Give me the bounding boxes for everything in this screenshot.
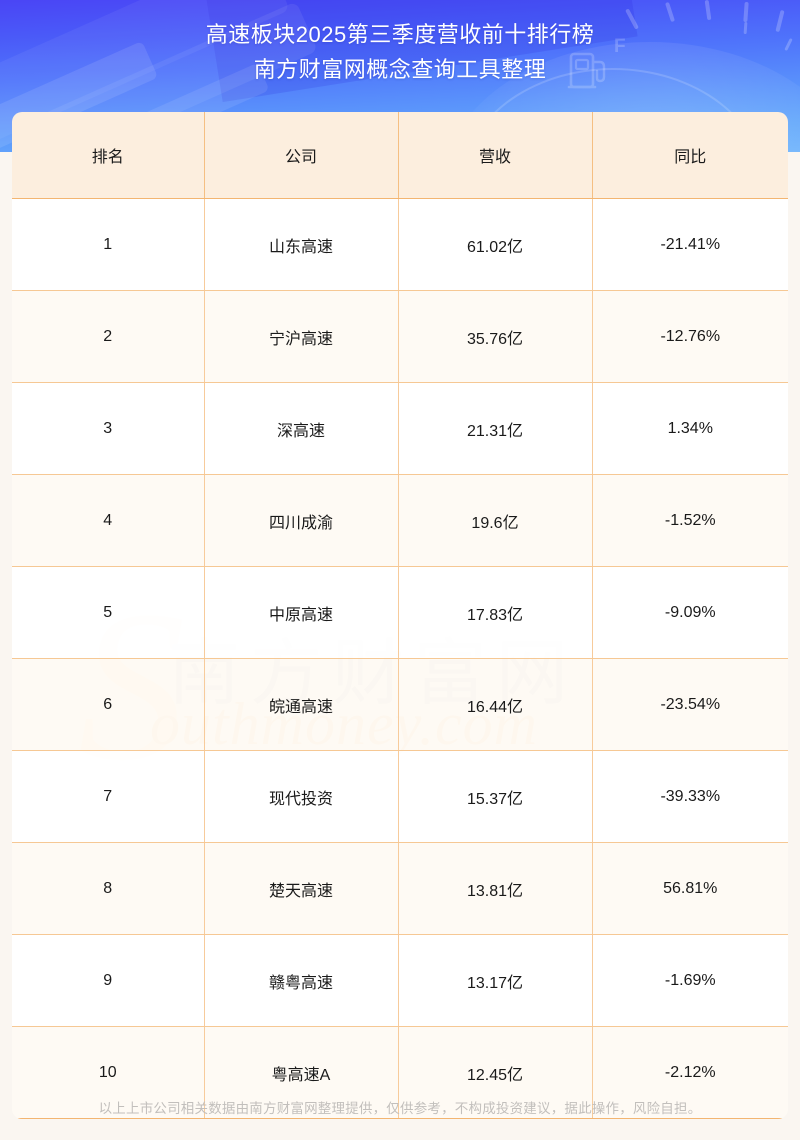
- table-header: 排名 公司 营收 同比: [12, 112, 788, 199]
- table-row[interactable]: 9 赣粤高速 13.17亿 -1.69%: [12, 934, 788, 1027]
- revenue-cell: 61.02亿: [398, 198, 593, 291]
- revenue-cell: 17.83亿: [398, 566, 593, 659]
- table-row[interactable]: 10 粤高速A 12.45亿 -2.12%: [12, 1026, 788, 1119]
- company-cell: 四川成渝: [204, 474, 399, 567]
- revenue-cell: 12.45亿: [398, 1026, 593, 1119]
- yoy-cell: -12.76%: [592, 290, 788, 383]
- revenue-cell: 15.37亿: [398, 750, 593, 843]
- yoy-cell: -39.33%: [592, 750, 788, 843]
- company-cell: 中原高速: [204, 566, 399, 659]
- rank-cell: 10: [12, 1026, 205, 1119]
- yoy-cell: -9.09%: [592, 566, 788, 659]
- table-row[interactable]: 1 山东高速 61.02亿 -21.41%: [12, 198, 788, 291]
- disclaimer-note: 以上上市公司相关数据由南方财富网整理提供，仅供参考，不构成投资建议，据此操作，风…: [98, 1101, 702, 1116]
- banner-title-group: 高速板块2025第三季度营收前十排行榜 南方财富网概念查询工具整理: [0, 0, 800, 83]
- rank-cell: 7: [12, 750, 205, 843]
- company-cell: 山东高速: [204, 198, 399, 291]
- revenue-cell: 16.44亿: [398, 658, 593, 751]
- company-cell: 赣粤高速: [204, 934, 399, 1027]
- company-cell: 宁沪高速: [204, 290, 399, 383]
- yoy-cell: -1.52%: [592, 474, 788, 567]
- column-header-yoy[interactable]: 同比: [592, 112, 788, 199]
- company-cell: 楚天高速: [204, 842, 399, 935]
- column-header-company[interactable]: 公司: [204, 112, 399, 199]
- company-cell: 深高速: [204, 382, 399, 475]
- rank-cell: 9: [12, 934, 205, 1027]
- revenue-cell: 19.6亿: [398, 474, 593, 567]
- yoy-cell: -1.69%: [592, 934, 788, 1027]
- yoy-cell: 1.34%: [592, 382, 788, 475]
- table-header-row: 排名 公司 营收 同比: [12, 112, 788, 199]
- rank-cell: 8: [12, 842, 205, 935]
- yoy-cell: -23.54%: [592, 658, 788, 751]
- revenue-cell: 21.31亿: [398, 382, 593, 475]
- column-header-revenue[interactable]: 营收: [398, 112, 593, 199]
- table-row[interactable]: 2 宁沪高速 35.76亿 -12.76%: [12, 290, 788, 383]
- table-row[interactable]: 4 四川成渝 19.6亿 -1.52%: [12, 474, 788, 567]
- table-row[interactable]: 7 现代投资 15.37亿 -39.33%: [12, 750, 788, 843]
- rank-cell: 4: [12, 474, 205, 567]
- page-subtitle: 南方财富网概念查询工具整理: [253, 56, 547, 82]
- revenue-cell: 35.76亿: [398, 290, 593, 383]
- rank-cell: 1: [12, 198, 205, 291]
- revenue-cell: 13.17亿: [398, 934, 593, 1027]
- revenue-cell: 13.81亿: [398, 842, 593, 935]
- table-row[interactable]: 6 皖通高速 16.44亿 -23.54%: [12, 658, 788, 751]
- page-title: 高速板块2025第三季度营收前十排行榜: [205, 22, 595, 47]
- ranking-table-card: 排名 公司 营收 同比 1 山东高速 61.02亿 -21.41% 2 宁沪高速 35.76…: [12, 112, 788, 1119]
- rank-cell: 2: [12, 290, 205, 383]
- column-header-rank[interactable]: 排名: [12, 112, 205, 199]
- ranking-table: 排名 公司 营收 同比 1 山东高速 61.02亿 -21.41% 2 宁沪高速 35.76…: [12, 112, 788, 1119]
- company-cell: 粤高速A: [204, 1026, 399, 1119]
- rank-cell: 3: [12, 382, 205, 475]
- table-row[interactable]: 8 楚天高速 13.81亿 56.81%: [12, 842, 788, 935]
- rank-cell: 5: [12, 566, 205, 659]
- table-row[interactable]: 3 深高速 21.31亿 1.34%: [12, 382, 788, 475]
- yoy-cell: -2.12%: [592, 1026, 788, 1119]
- yoy-cell: 56.81%: [592, 842, 788, 935]
- rank-cell: 6: [12, 658, 205, 751]
- table-body: 1 山东高速 61.02亿 -21.41% 2 宁沪高速 35.76亿 -12.76% 3 深高速…: [12, 198, 788, 1119]
- company-cell: 皖通高速: [204, 658, 399, 751]
- table-row[interactable]: 5 中原高速 17.83亿 -9.09%: [12, 566, 788, 659]
- company-cell: 现代投资: [204, 750, 399, 843]
- yoy-cell: -21.41%: [592, 198, 788, 291]
